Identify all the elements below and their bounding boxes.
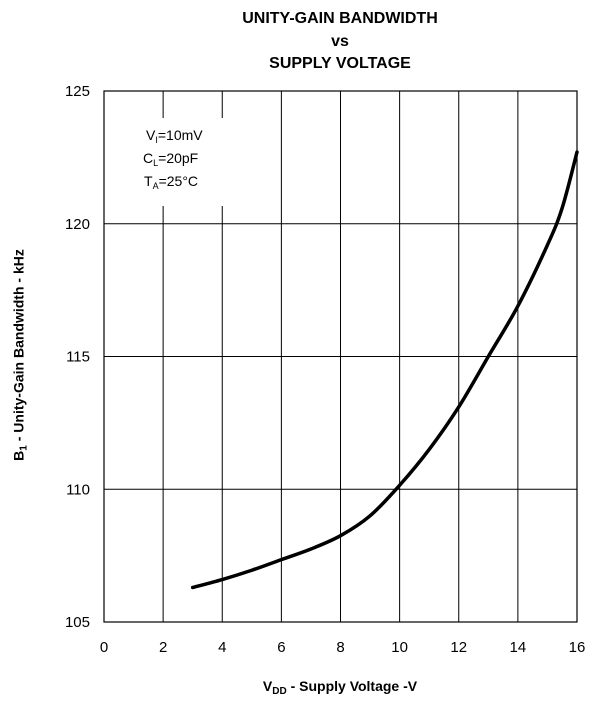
y-axis-label: B1 - Unity-Gain Bandwidth - kHz bbox=[10, 249, 30, 461]
x-tick-label: 14 bbox=[510, 639, 527, 656]
y-tick-label: 120 bbox=[65, 216, 90, 233]
x-tick-label: 4 bbox=[218, 639, 226, 656]
y-tick-label: 115 bbox=[66, 349, 90, 366]
x-tick-label: 16 bbox=[569, 639, 586, 656]
annotation-input-voltage: VI=10mV bbox=[146, 127, 203, 145]
chart-title-line-2: vs bbox=[331, 33, 349, 50]
x-tick-label: 12 bbox=[450, 639, 467, 656]
x-axis-label: VDD - Supply Voltage -V bbox=[262, 678, 418, 697]
x-tick-label: 10 bbox=[391, 639, 408, 656]
bandwidth-curve bbox=[190, 150, 579, 590]
y-tick-label: 110 bbox=[66, 481, 90, 498]
x-tick-label: 6 bbox=[277, 639, 285, 656]
plot-frame bbox=[103, 90, 578, 623]
annotation-box bbox=[140, 118, 224, 206]
y-tick-label: 125 bbox=[65, 83, 90, 100]
y-tick-label: 105 bbox=[65, 614, 90, 631]
x-tick-label: 8 bbox=[336, 639, 344, 656]
annotation-ambient-temperature: TA=25°C bbox=[144, 173, 199, 191]
chart-title-line-1: UNITY-GAIN BANDWIDTH bbox=[242, 10, 438, 27]
annotation-load-capacitance: CL=20pF bbox=[143, 150, 199, 168]
x-tick-label: 2 bbox=[159, 639, 167, 656]
chart-title-line-3: SUPPLY VOLTAGE bbox=[269, 55, 411, 72]
x-tick-label: 0 bbox=[100, 639, 108, 656]
